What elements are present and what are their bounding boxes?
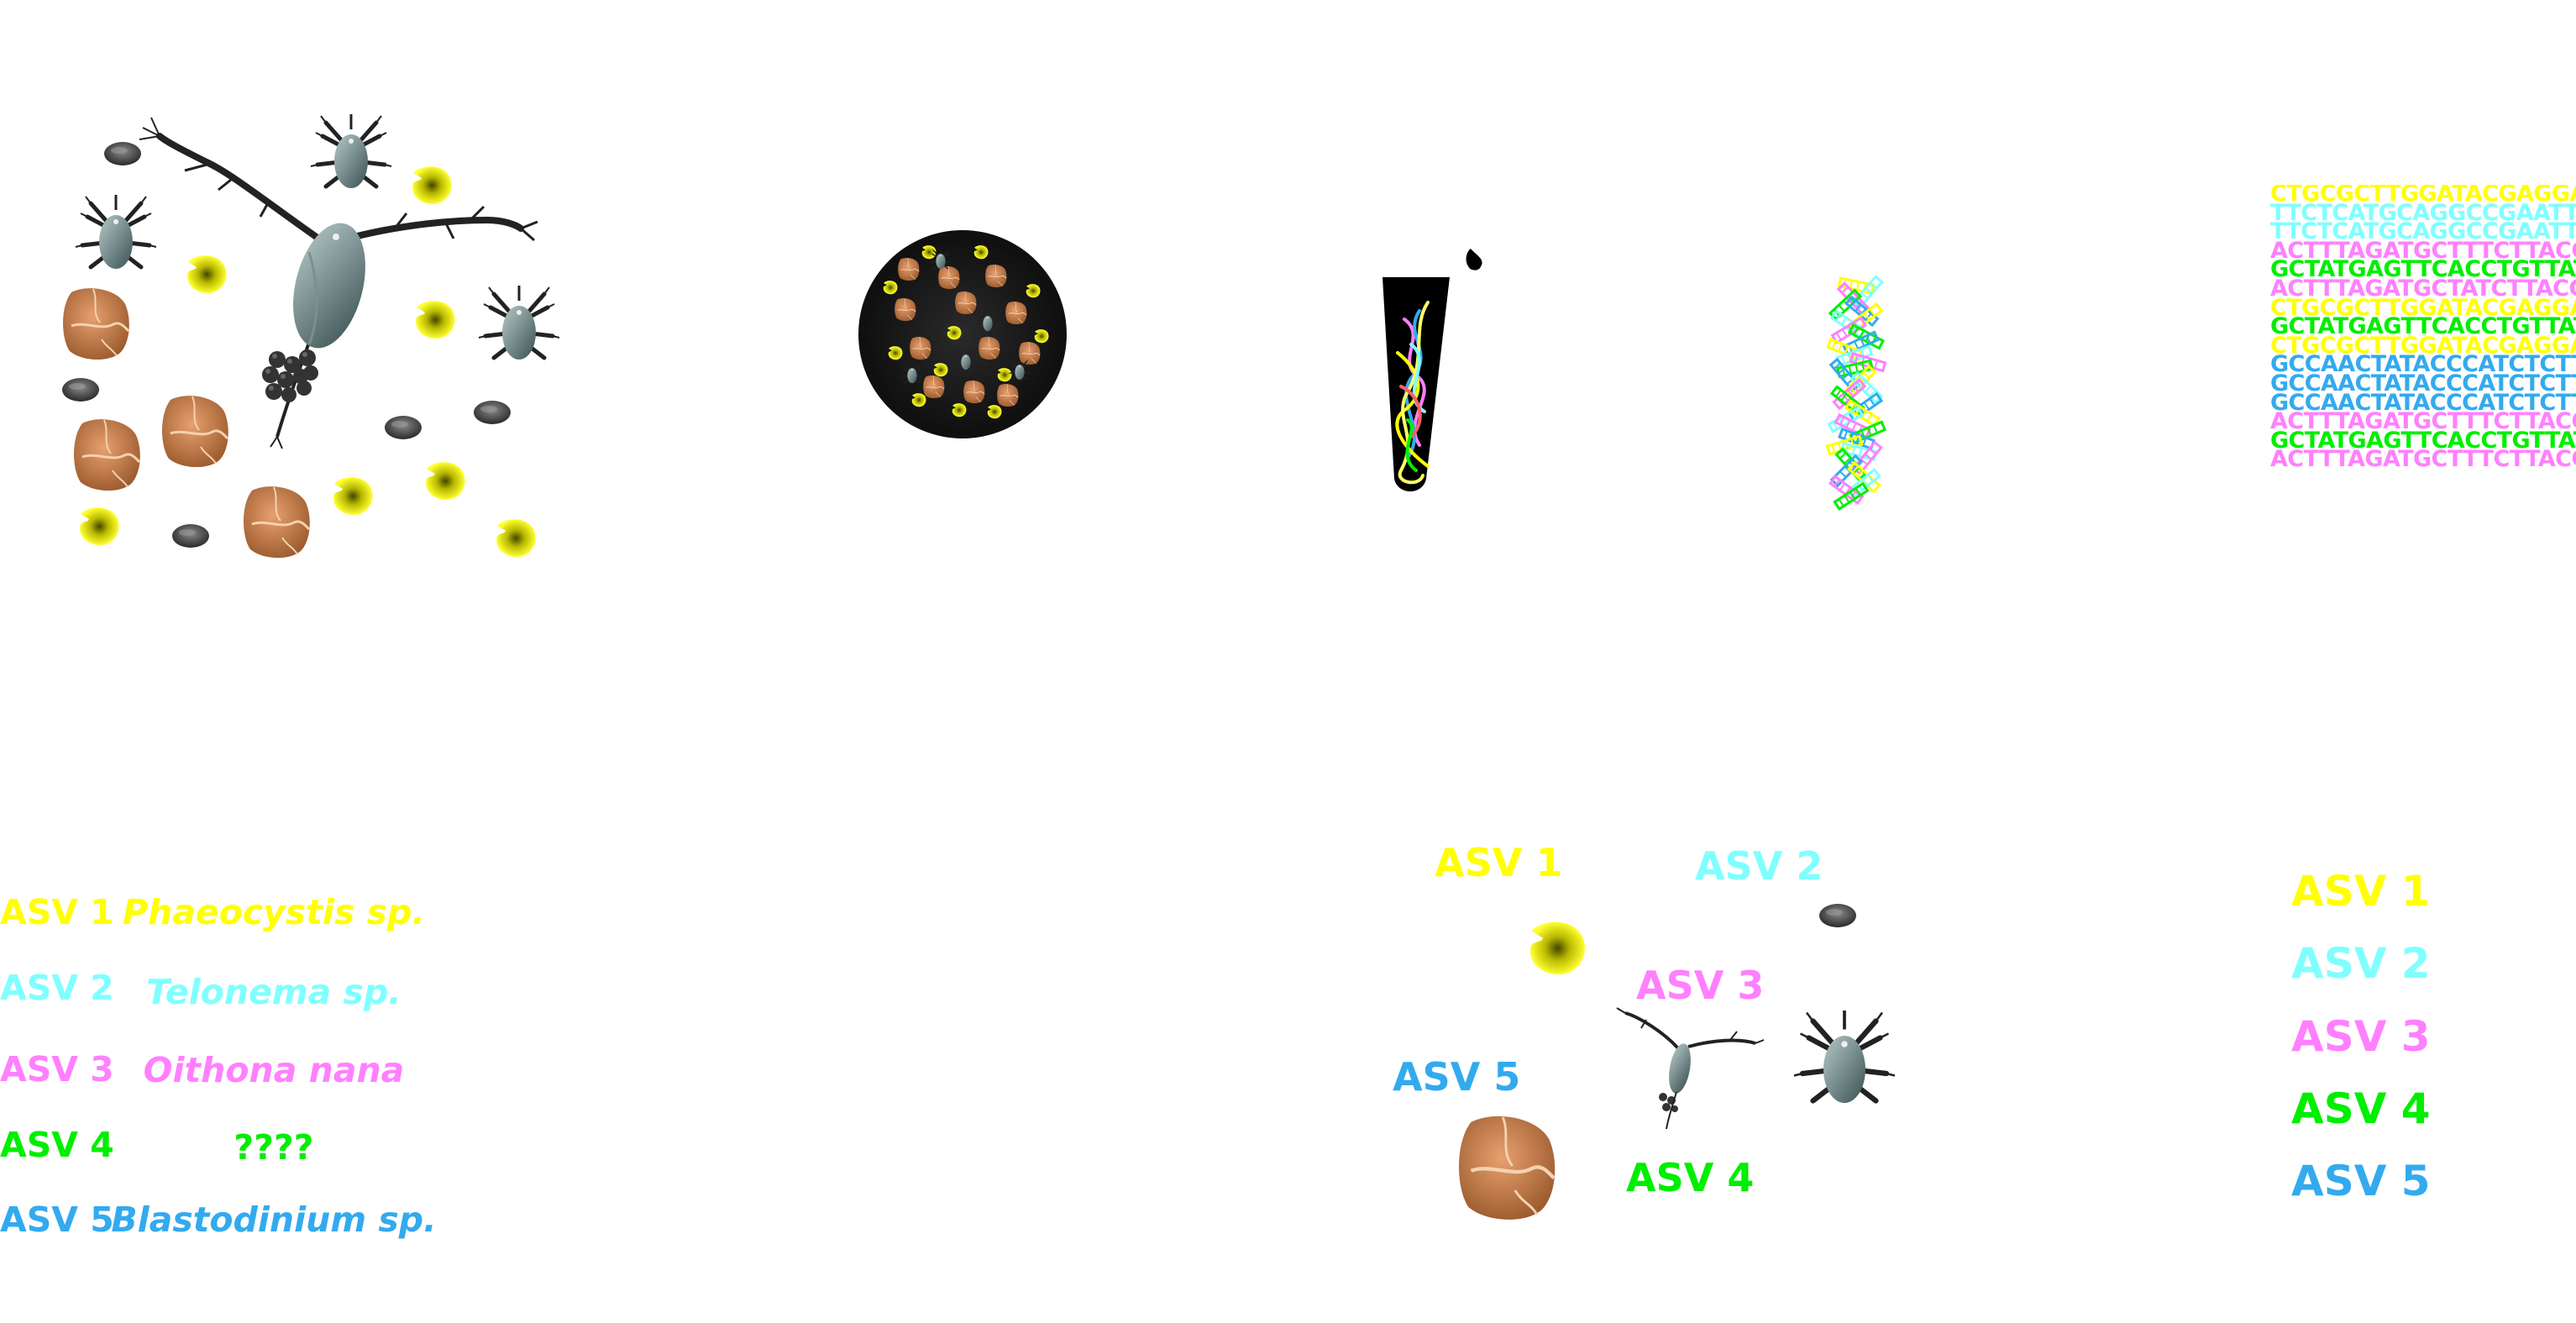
asv-list-item: ASV 3 — [2291, 1012, 2431, 1061]
phaeocystis-icon — [973, 245, 989, 260]
phaeocystis-icon — [333, 477, 373, 516]
sequence-read: ACTTTAGATGCTTTCTTACC — [2270, 446, 2576, 470]
nauplius-icon — [1794, 1011, 1895, 1103]
copepod-icon — [139, 117, 538, 449]
dinoflagellate-icon — [1018, 341, 1041, 365]
sequence-read: GCCAACTATACCCATCTCTT — [2270, 370, 2576, 396]
sequence-read: GCTATGAGTTCACCTGTTAT — [2270, 313, 2576, 340]
sequence-read: TTCTCATGCAGGCCGAATTG — [2270, 199, 2576, 226]
dinoflagellate-icon — [937, 265, 960, 290]
asv-list-item: ASV 4 — [2291, 1084, 2431, 1133]
copepod-icon — [1616, 1007, 1765, 1130]
taxonomy-asv-label: ASV 3 — [0, 1049, 114, 1089]
mapped-asv-label: ASV 3 — [1636, 963, 1764, 1008]
flagellate-icon — [172, 524, 209, 548]
flagellate-icon — [104, 142, 141, 165]
mapped-asv-label: ASV 2 — [1695, 843, 1823, 889]
dinoflagellate-icon — [72, 417, 142, 492]
sequence-read: GCTATGAGTTCACCTGTTAT — [2270, 256, 2576, 283]
taxonomy-asv-label: ASV 4 — [0, 1125, 114, 1165]
flagellate-icon — [1819, 904, 1856, 927]
taxon-name: ???? — [233, 1127, 313, 1168]
asv-list: ASV 1 ASV 2 ASV 3 ASV 4 ASV 5 — [2291, 867, 2431, 1205]
sequence-read: TTCTCATGCAGGCCGAATTG — [2270, 218, 2576, 245]
sequence-read: ACTTTAGATGCTATCTTACC — [2270, 275, 2576, 302]
taxonomy-asv-label: ASV 1 — [0, 892, 114, 932]
sequence-reads: CTGCGCTTGGATACGAGGAT TTCTCATGCAGGCCGAATTG… — [2270, 185, 2576, 470]
nauplius-icon — [479, 286, 559, 360]
flagellate-icon — [385, 416, 422, 439]
sequence-read: GCTATGAGTTCACCTGTTAT — [2270, 427, 2576, 454]
taxon-name: Blastodinium sp. — [111, 1200, 436, 1240]
dinoflagellate-icon — [963, 380, 985, 404]
dinoflagellate-icon — [61, 286, 131, 361]
amplicon-stack — [1826, 275, 1887, 511]
phaeocystis-icon — [987, 405, 1002, 419]
asv-list-item: ASV 2 — [2291, 939, 2431, 988]
phaeocystis-icon — [883, 281, 898, 295]
dinoflagellate-icon — [909, 336, 931, 360]
asv-list-item: ASV 1 — [2291, 867, 2431, 916]
sequence-read: ACTTTAGATGCTTTCTTACC — [2270, 237, 2576, 264]
mapped-labels: ASV 1 ASV 2 ASV 3 ASV 4 ASV 5 — [1393, 840, 1823, 1200]
taxonomy-asv-label: ASV 5 — [0, 1200, 114, 1240]
sequence-read: GCCAACTATACCCATCTCTT — [2270, 351, 2576, 378]
dinoflagellate-icon — [1005, 301, 1027, 325]
flagellate-icon — [62, 378, 99, 402]
taxon-name: Phaeocystis sp. — [123, 892, 425, 932]
asv-list-item: ASV 5 — [2291, 1157, 2431, 1205]
sequence-read: ACTTTAGATGCTTTCTTACC — [2270, 408, 2576, 435]
phaeocystis-icon — [426, 462, 465, 501]
phaeocystis-icon — [997, 368, 1012, 382]
dinoflagellate-icon — [242, 485, 312, 559]
phaeocystis-icon — [921, 245, 936, 260]
dinoflagellate-icon — [922, 375, 945, 399]
mapped-asv-label: ASV 1 — [1435, 840, 1562, 885]
phaeocystis-icon — [911, 393, 926, 407]
phaeocystis-icon — [412, 166, 452, 205]
phaeocystis-icon — [952, 403, 967, 417]
phaeocystis-icon — [80, 507, 119, 546]
mapped-asv-label: ASV 5 — [1393, 1054, 1520, 1100]
phaeocystis-icon — [933, 363, 948, 377]
dinoflagellate-icon — [1459, 1116, 1555, 1220]
dinoflagellate-icon — [897, 257, 920, 281]
dinoflagellate-icon — [160, 394, 230, 469]
plankton-community — [61, 114, 559, 559]
dinoflagellate-icon — [894, 297, 916, 322]
filter-icon — [858, 230, 1067, 438]
sequence-read: CTGCGCTTGGATACGAGGAT — [2270, 332, 2576, 359]
dinoflagellate-icon — [978, 336, 1000, 360]
flagellate-icon — [474, 401, 511, 424]
phaeocystis-icon — [416, 301, 455, 339]
sequence-read: CTGCGCTTGGATACGAGGAT — [2270, 185, 2576, 207]
nauplius-icon — [311, 114, 391, 188]
dinoflagellate-icon — [996, 383, 1019, 407]
dinoflagellate-icon — [954, 291, 977, 315]
phaeocystis-icon — [947, 326, 962, 340]
tube-icon — [1382, 249, 1482, 491]
phaeocystis-icon — [888, 346, 903, 360]
sequence-read: CTGCGCTTGGATACGAGGAT — [2270, 294, 2576, 321]
dinoflagellate-icon — [984, 264, 1007, 288]
nauplius-icon — [76, 195, 156, 269]
phaeocystis-icon — [496, 519, 536, 558]
taxonomy-table: ASV 1 Phaeocystis sp. ASV 2 Telonema sp.… — [0, 892, 437, 1240]
mapped-asv-label: ASV 4 — [1626, 1155, 1754, 1200]
sequence-read: GCCAACTATACCCATCTCTT — [2270, 389, 2576, 416]
taxon-name: Telonema sp. — [146, 972, 401, 1012]
taxonomy-asv-label: ASV 2 — [0, 968, 114, 1008]
phaeocystis-icon — [187, 255, 227, 294]
taxon-name: Oithona nana — [144, 1050, 405, 1090]
mapped-organisms — [1459, 904, 1895, 1220]
phaeocystis-icon — [1034, 329, 1049, 344]
phaeocystis-icon — [1529, 921, 1586, 975]
phaeocystis-icon — [1026, 284, 1041, 298]
